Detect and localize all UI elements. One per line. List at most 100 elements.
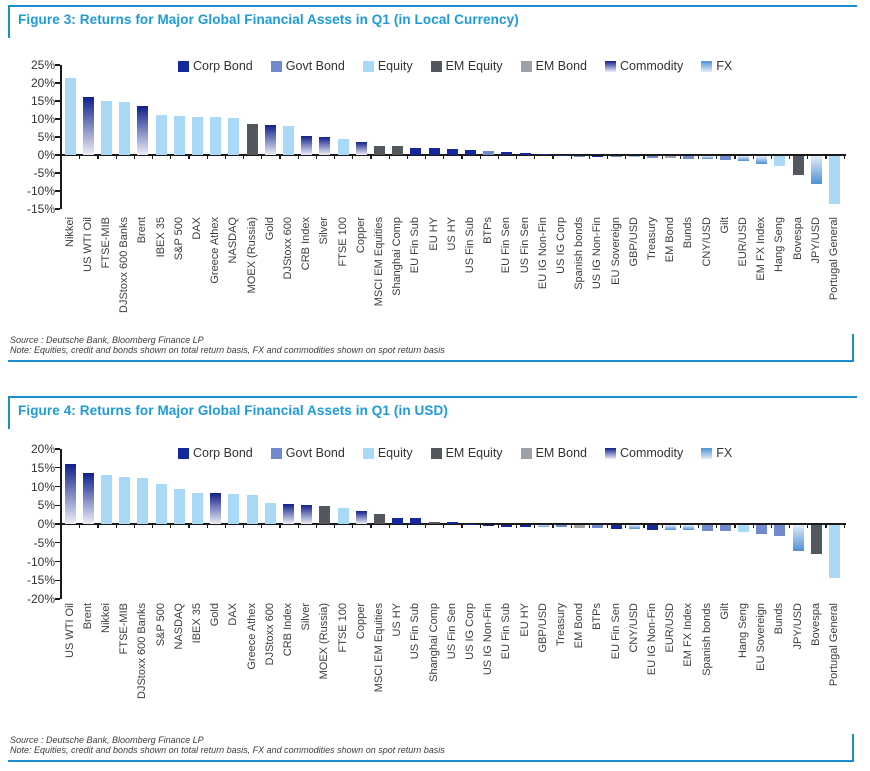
x-axis-label: Spanish bonds [700,603,713,676]
bar [410,148,422,155]
y-axis-tick [55,190,61,192]
bar [392,146,404,155]
y-axis-tick-label: -5% [33,535,55,550]
x-axis-tick [115,524,117,529]
bar [828,525,840,578]
x-axis-tick [297,155,299,160]
bar [155,483,167,524]
x-axis-label: Silver [300,603,313,631]
x-axis-label: DAX [190,217,203,240]
bar [100,100,112,155]
bar [464,149,476,155]
bar [646,156,658,158]
legend-item-fx: FX [701,59,732,73]
x-axis-label: EU IG Non-Fin [536,217,549,290]
x-axis-tick [770,155,772,160]
bar [774,156,786,167]
bar [810,525,822,554]
bar [701,156,713,160]
panel-bottom-rule [8,760,854,762]
x-axis-line [62,154,846,156]
bar [319,506,331,524]
legend-label: EM Bond [535,446,587,460]
x-axis-tick [661,155,663,160]
bar [246,495,258,524]
x-axis-tick [224,524,226,529]
source-text: Source : Deutsche Bank, Bloomberg Financ… [10,735,204,745]
y-axis-tick [55,118,61,120]
x-axis-tick [370,524,372,529]
x-axis-tick [242,524,245,529]
x-axis-label: JPY/USD [809,217,822,264]
bar [446,149,458,155]
bar [792,525,804,552]
x-axis-tick [588,155,590,160]
legend-label: Equity [377,446,413,460]
legend-swatch-fx-icon [701,447,713,459]
x-axis-tick [151,524,154,529]
x-axis-tick [224,155,226,160]
x-axis-tick [552,524,554,529]
x-axis-label: EM FX Index [682,603,695,667]
x-axis-label: BTPs [482,217,495,244]
legend-item-commodity: Commodity [604,446,683,460]
bar [82,97,94,155]
bar [355,510,367,524]
x-axis-tick [497,524,499,529]
x-axis-tick [370,155,372,160]
x-axis-label: Brent [136,217,149,244]
x-axis-label: Hang Seng [736,603,749,659]
bar [555,154,567,156]
y-axis-tick-label: 25% [30,58,55,72]
y-axis-tick-label: 20% [30,76,55,90]
legend-label: EM Equity [445,446,503,460]
bar [210,117,222,155]
bar [483,525,495,527]
x-axis-label: DJStoxx 600 Banks [136,603,149,699]
y-axis-line [60,449,62,599]
x-axis-label: Treasury [645,217,658,260]
x-axis-label: CNY/USD [627,603,640,653]
bar [646,525,658,530]
legend-swatch-govt-icon [270,447,282,459]
x-axis-tick [843,524,845,529]
legend-item-em_equity: EM Equity [430,59,503,73]
x-axis-label: MSCI EM Equities [372,603,385,693]
note-text: Note: Equities, credit and bonds shown o… [10,745,445,755]
y-axis-tick [55,64,61,66]
legend-item-em_equity: EM Equity [430,446,503,460]
x-axis-label: Bovespa [791,217,804,260]
y-axis-line [60,65,62,209]
bar [355,142,367,155]
x-axis-label: Treasury [554,603,567,646]
figure-4-panel: Figure 4: Returns for Major Global Finan… [0,396,870,762]
note-text: Note: Equities, credit and bonds shown o… [10,345,445,355]
x-axis-tick [807,155,809,160]
x-axis-tick [570,524,572,529]
x-axis-label: Bunds [682,217,695,249]
y-axis-tick [55,485,61,488]
x-axis-tick [606,155,609,160]
x-axis-tick [97,524,99,529]
x-axis-label: EU Fin Sen [609,603,622,660]
x-axis-label: Spanish bonds [573,217,586,290]
x-axis-tick [297,524,299,529]
y-axis-tick [55,504,61,506]
y-axis-tick [55,448,61,450]
x-axis-tick [79,155,81,160]
bar [392,518,404,524]
x-axis-tick [606,524,609,529]
bar [155,115,167,155]
x-axis-tick [443,155,445,160]
legend-swatch-commodity-icon [604,60,616,72]
bar [428,522,440,524]
y-axis-tick-label: -15% [26,573,55,588]
x-axis-label: JPY/USD [791,603,804,650]
bar-chart-local-currency: 25% 20% 15% 10% 5% 0% -5% -10% -15% Nikkei US WTI … [0,5,870,362]
x-axis-label: EU Fin Sub [409,217,422,274]
x-axis-label: MOEX (Russia) [245,217,258,294]
x-axis-label: S&P 500 [172,217,185,261]
x-axis-label: US Fin Sen [518,217,531,274]
x-axis-tick [825,155,827,160]
x-axis-tick [643,155,645,160]
